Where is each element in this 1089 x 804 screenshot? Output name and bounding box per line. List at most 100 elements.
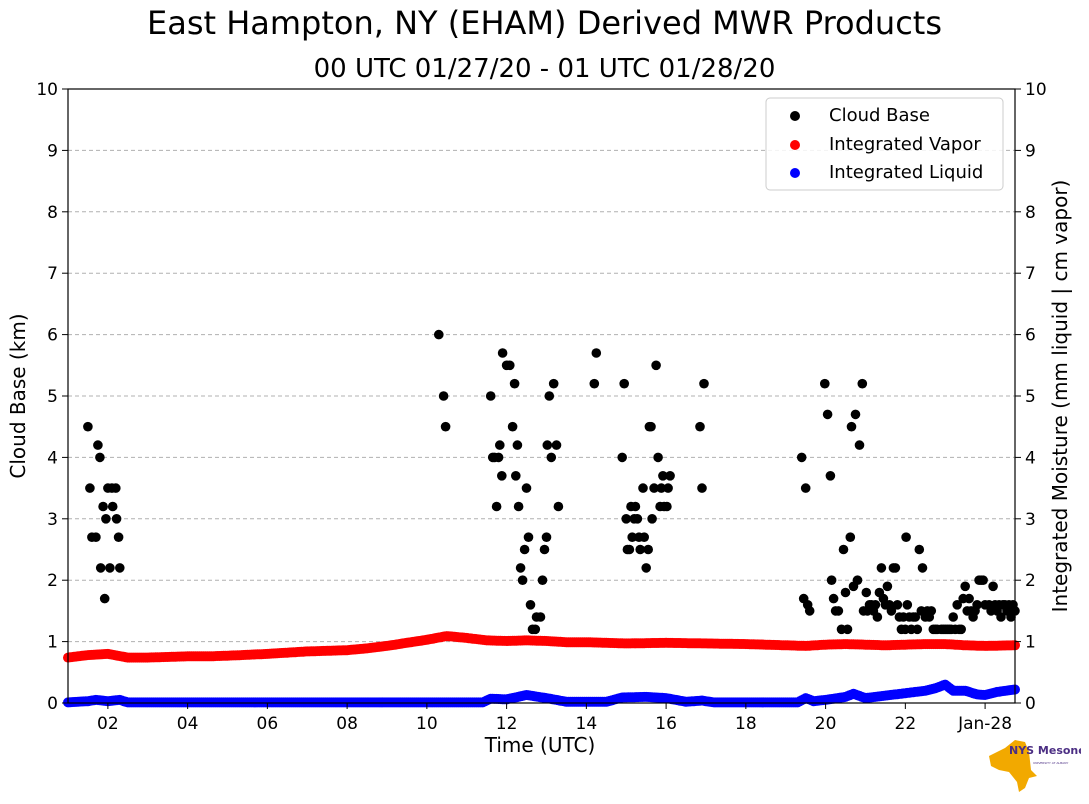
cloud-base-point bbox=[513, 501, 524, 512]
x-tick-label: 08 bbox=[336, 714, 358, 734]
legend-label-integrated-liquid: Integrated Liquid bbox=[829, 162, 983, 183]
cloud-base-point bbox=[495, 440, 505, 450]
cloud-base-point bbox=[621, 514, 631, 524]
cloud-base-point bbox=[546, 452, 557, 463]
cloud-base-point bbox=[988, 581, 998, 592]
y2-tick-label: 0 bbox=[1025, 694, 1036, 714]
cloud-base-point bbox=[507, 421, 518, 432]
cloud-base-point bbox=[653, 452, 663, 463]
cloud-base-point bbox=[91, 532, 101, 542]
cloud-base-point bbox=[497, 471, 507, 481]
cloud-base-point bbox=[101, 514, 111, 524]
y2-tick-label: 9 bbox=[1025, 141, 1036, 161]
x-tick-label: 18 bbox=[735, 714, 757, 734]
cloud-base-point bbox=[643, 544, 653, 555]
cloud-base-point bbox=[948, 612, 958, 622]
y2-tick-label: 2 bbox=[1025, 571, 1036, 591]
cloud-base-point bbox=[854, 440, 865, 450]
nys-mesonet-logo: NYS Mesonet UNIVERSITY AT ALBANY bbox=[989, 740, 1081, 792]
cloud-base-point bbox=[617, 452, 627, 463]
cloud-base-point bbox=[833, 606, 844, 616]
cloud-base-point bbox=[901, 532, 911, 542]
x-tick-label: 10 bbox=[416, 714, 438, 734]
y-axis-label: Cloud Base (km) bbox=[6, 313, 30, 478]
cloud-base-point bbox=[548, 378, 559, 389]
cloud-base-point bbox=[638, 483, 648, 493]
integrated-liquid-series bbox=[63, 679, 1020, 708]
cloud-base-point bbox=[656, 483, 667, 493]
cloud-base-point bbox=[539, 544, 550, 555]
y2-tick-label: 8 bbox=[1025, 203, 1036, 223]
cloud-base-point bbox=[493, 452, 504, 463]
y2-tick-label: 4 bbox=[1025, 448, 1036, 468]
cloud-base-point bbox=[890, 563, 901, 573]
cloud-base-point bbox=[434, 329, 444, 340]
cloud-base-point bbox=[964, 593, 974, 604]
cloud-base-point bbox=[828, 593, 839, 604]
cloud-base-point bbox=[95, 563, 106, 573]
cloud-base-point bbox=[632, 514, 643, 524]
cloud-base-point bbox=[850, 409, 861, 420]
cloud-base-point bbox=[647, 514, 657, 524]
cloud-base-point bbox=[639, 532, 649, 542]
new-york-state-shape-icon bbox=[989, 740, 1037, 792]
cloud-base-point bbox=[876, 563, 887, 573]
cloud-base-point bbox=[902, 600, 913, 610]
cloud-base-point bbox=[838, 544, 849, 555]
cloud-base-point bbox=[649, 483, 659, 493]
cloud-base-point bbox=[840, 587, 851, 598]
cloud-base-point bbox=[872, 612, 883, 622]
y-tick-label: 10 bbox=[36, 80, 58, 100]
cloud-base-point bbox=[820, 378, 830, 389]
x-tick-label: Jan-28 bbox=[957, 714, 1012, 734]
cloud-base-point bbox=[619, 378, 629, 389]
cloud-base-point bbox=[663, 483, 673, 493]
chart-title: East Hampton, NY (EHAM) Derived MWR Prod… bbox=[146, 4, 942, 42]
cloud-base-point bbox=[530, 624, 541, 635]
cloud-base-point bbox=[665, 471, 675, 481]
x-tick-label: 20 bbox=[815, 714, 837, 734]
cloud-base-point bbox=[822, 409, 833, 420]
cloud-base-point bbox=[651, 360, 661, 371]
logo-sub-text: UNIVERSITY AT ALBANY bbox=[1033, 761, 1068, 765]
cloud-base-point bbox=[511, 471, 521, 481]
cloud-base-point bbox=[519, 544, 530, 555]
cloud-base-point bbox=[842, 624, 853, 635]
cloud-base-point bbox=[505, 360, 515, 371]
cloud-base-point bbox=[956, 624, 966, 635]
y-tick-label: 0 bbox=[47, 694, 58, 714]
legend: Cloud Base Integrated Vapor Integrated L… bbox=[765, 97, 1004, 191]
legend-label-integrated-vapor: Integrated Vapor bbox=[829, 134, 981, 155]
cloud-base-point bbox=[996, 612, 1006, 622]
logo-brand-text: NYS Mesonet bbox=[1009, 744, 1081, 757]
cloud-base-point bbox=[630, 501, 641, 512]
cloud-base-point bbox=[111, 483, 121, 493]
cloud-base-point bbox=[523, 532, 534, 542]
x-tick-label: 16 bbox=[655, 714, 677, 734]
y2-axis-label: Integrated Moisture (mm liquid | cm vapo… bbox=[1048, 180, 1072, 613]
cloud-base-point bbox=[115, 563, 125, 573]
cloud-base-point bbox=[641, 563, 651, 573]
cloud-base-point bbox=[635, 544, 645, 555]
cloud-base-point bbox=[658, 471, 668, 481]
cloud-base-point bbox=[105, 563, 115, 573]
cloud-base-point bbox=[512, 440, 523, 450]
cloud-base-point bbox=[517, 575, 528, 585]
cloud-base-point bbox=[497, 348, 508, 358]
cloud-base-point bbox=[591, 348, 602, 358]
cloud-base-point bbox=[800, 483, 811, 493]
y-tick-label: 8 bbox=[47, 203, 58, 223]
legend-marker-cloud-base bbox=[790, 111, 800, 121]
cloud-base-point bbox=[440, 421, 451, 432]
cloud-base-point bbox=[972, 600, 982, 610]
cloud-base-point bbox=[952, 600, 962, 610]
cloud-base-point bbox=[804, 606, 815, 616]
cloud-base-point bbox=[852, 575, 863, 585]
cloud-base-point bbox=[695, 421, 705, 432]
cloud-base-point bbox=[846, 421, 857, 432]
chart-subtitle: 00 UTC 01/27/20 - 01 UTC 01/28/20 bbox=[313, 54, 776, 84]
cloud-base-point bbox=[624, 544, 635, 555]
cloud-base-point bbox=[825, 471, 836, 481]
